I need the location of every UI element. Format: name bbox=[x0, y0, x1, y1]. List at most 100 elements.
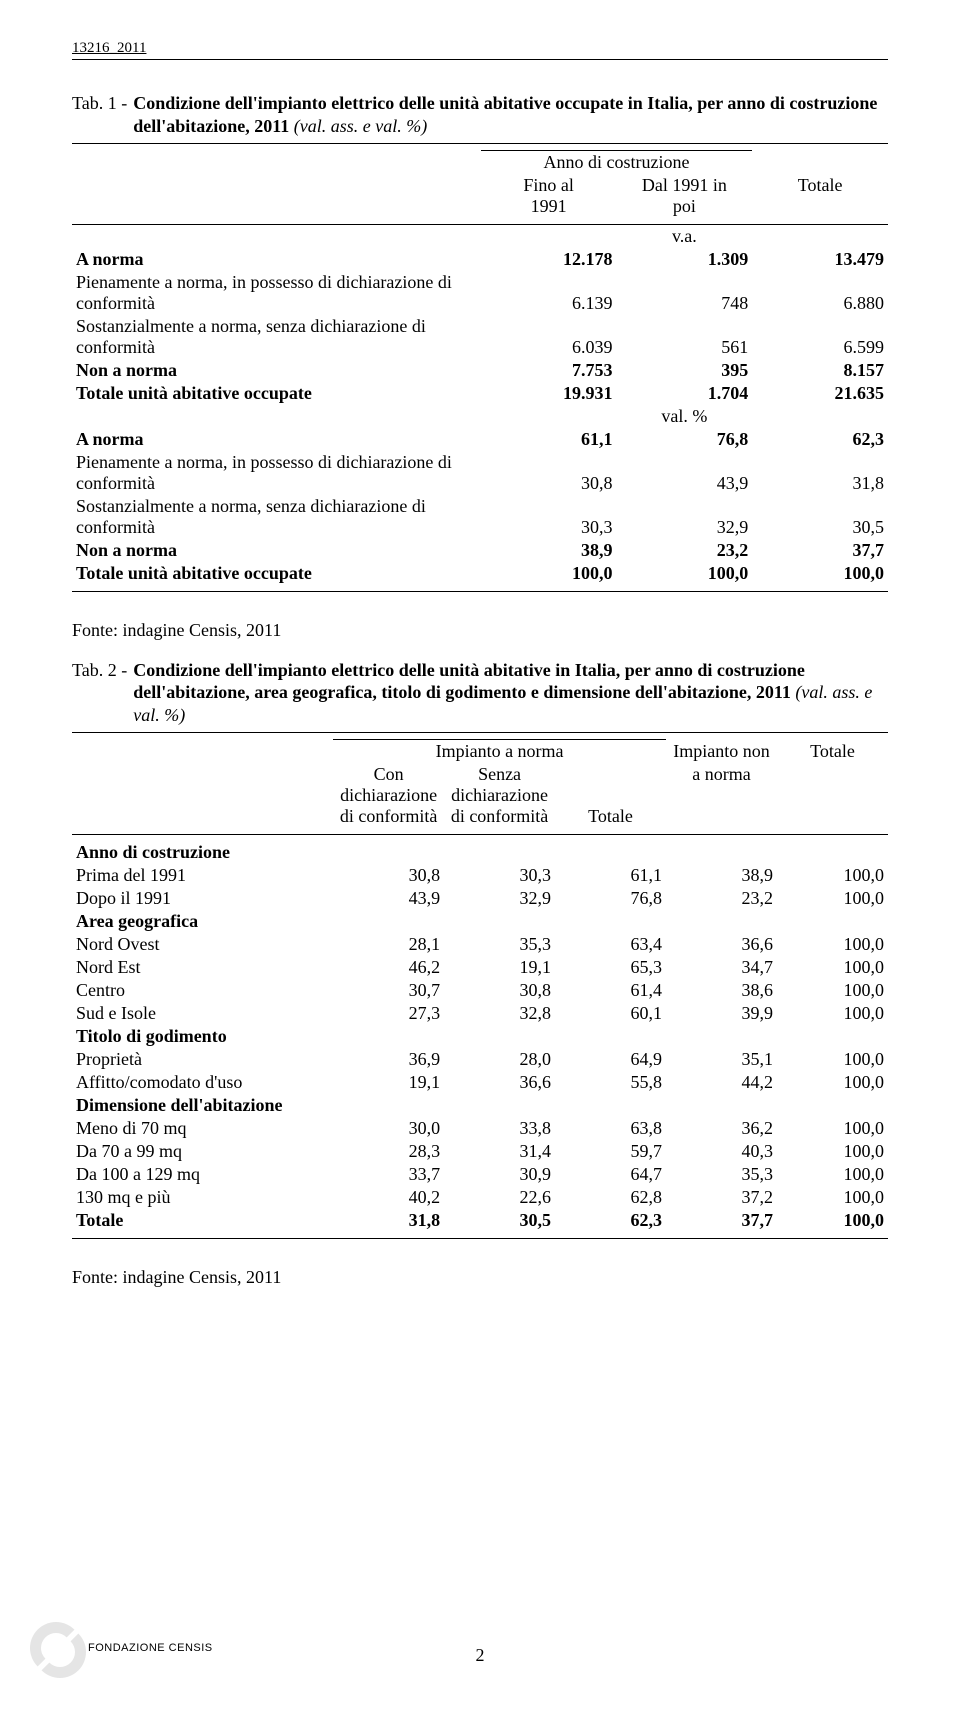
cell: 30,7 bbox=[333, 979, 444, 1002]
tab2-head-c1: Condichiarazionedi conformità bbox=[333, 763, 444, 828]
cell: 43,9 bbox=[617, 451, 753, 495]
tab1-source: Fonte: indagine Censis, 2011 bbox=[72, 620, 888, 641]
section-title-row: Dimensione dell'abitazione bbox=[72, 1094, 888, 1117]
cell: 40,3 bbox=[666, 1140, 777, 1163]
cell: 64,9 bbox=[555, 1048, 666, 1071]
cell: 62,3 bbox=[555, 1209, 666, 1232]
tab1-head-c1: Fino al1991 bbox=[481, 174, 617, 218]
cell: 39,9 bbox=[666, 1002, 777, 1025]
cell: 33,7 bbox=[333, 1163, 444, 1186]
table-row: Prima del 199130,830,361,138,9100,0 bbox=[72, 864, 888, 887]
cell: 28,3 bbox=[333, 1140, 444, 1163]
row-label: Pienamente a norma, in possesso di dichi… bbox=[72, 451, 481, 495]
cell: 38,9 bbox=[481, 539, 617, 562]
row-label: Non a norma bbox=[72, 359, 481, 382]
cell: 100,0 bbox=[777, 1048, 888, 1071]
cell: 22,6 bbox=[444, 1186, 555, 1209]
section-title-row: Area geografica bbox=[72, 910, 888, 933]
cell: 395 bbox=[617, 359, 753, 382]
cell: 27,3 bbox=[333, 1002, 444, 1025]
tab1-title-text: Condizione dell'impianto elettrico delle… bbox=[133, 92, 888, 137]
row-label: 130 mq e più bbox=[72, 1186, 333, 1209]
tab2-head-c2: Senzadichiarazionedi conformità bbox=[444, 763, 555, 828]
section-title: Dimensione dell'abitazione bbox=[72, 1094, 888, 1117]
row-label: Sostanzialmente a norma, senza dichiaraz… bbox=[72, 315, 481, 359]
cell: 61,1 bbox=[555, 864, 666, 887]
row-label: Affitto/comodato d'uso bbox=[72, 1071, 333, 1094]
cell: 100,0 bbox=[777, 1163, 888, 1186]
cell: 43,9 bbox=[333, 887, 444, 910]
table-row: Da 70 a 99 mq28,331,459,740,3100,0 bbox=[72, 1140, 888, 1163]
cell: 40,2 bbox=[333, 1186, 444, 1209]
cell: 1.704 bbox=[617, 382, 753, 405]
tab2-head-c3: Totale bbox=[555, 763, 666, 828]
table-row: Affitto/comodato d'uso19,136,655,844,210… bbox=[72, 1071, 888, 1094]
cell: 60,1 bbox=[555, 1002, 666, 1025]
row-label: A norma bbox=[72, 428, 481, 451]
cell: 35,1 bbox=[666, 1048, 777, 1071]
cell: 62,3 bbox=[752, 428, 888, 451]
cell: 19.931 bbox=[481, 382, 617, 405]
cell: 12.178 bbox=[481, 248, 617, 271]
row-label: Prima del 1991 bbox=[72, 864, 333, 887]
cell: 55,8 bbox=[555, 1071, 666, 1094]
tab2-title-text: Condizione dell'impianto elettrico delle… bbox=[133, 659, 888, 727]
table-row: Sostanzialmente a norma, senza dichiaraz… bbox=[72, 315, 888, 359]
table-row: A norma12.1781.30913.479 bbox=[72, 248, 888, 271]
table-row: Nord Ovest28,135,363,436,6100,0 bbox=[72, 933, 888, 956]
footer-brand: FONDAZIONE CENSIS bbox=[88, 1642, 213, 1654]
table-row: Pienamente a norma, in possesso di dichi… bbox=[72, 451, 888, 495]
cell: 100,0 bbox=[777, 933, 888, 956]
cell: 7.753 bbox=[481, 359, 617, 382]
cell: 30,8 bbox=[481, 451, 617, 495]
footer-logo: FONDAZIONE CENSIS bbox=[30, 1622, 213, 1674]
cell: 19,1 bbox=[333, 1071, 444, 1094]
doc-number: 13216_2011 bbox=[72, 40, 888, 57]
total-row: Totale31,830,562,337,7100,0 bbox=[72, 1209, 888, 1232]
va-label: v.a. bbox=[617, 225, 753, 248]
tab2-head-c4a: Impianto non bbox=[666, 739, 777, 763]
section-title: Anno di costruzione bbox=[72, 841, 888, 864]
row-label: Totale unità abitative occupate bbox=[72, 382, 481, 405]
top-rule bbox=[72, 59, 888, 60]
cell: 61,4 bbox=[555, 979, 666, 1002]
table-row: Totale unità abitative occupate100,0100,… bbox=[72, 562, 888, 585]
table-row: Non a norma38,923,237,7 bbox=[72, 539, 888, 562]
tab2-head-group: Impianto a norma bbox=[333, 739, 666, 763]
cell: 6.599 bbox=[752, 315, 888, 359]
rule bbox=[72, 591, 888, 592]
cell: 6.880 bbox=[752, 271, 888, 315]
cell: 561 bbox=[617, 315, 753, 359]
cell: 23,2 bbox=[617, 539, 753, 562]
cell: 38,6 bbox=[666, 979, 777, 1002]
row-label: Totale unità abitative occupate bbox=[72, 562, 481, 585]
cell: 36,6 bbox=[666, 933, 777, 956]
pct-label: val. % bbox=[617, 405, 753, 428]
row-label: Totale bbox=[72, 1209, 333, 1232]
cell: 100,0 bbox=[777, 1002, 888, 1025]
page: 13216_2011 Tab. 1 - Condizione dell'impi… bbox=[0, 0, 960, 1710]
table-row: Centro30,730,861,438,6100,0 bbox=[72, 979, 888, 1002]
cell: 100,0 bbox=[752, 562, 888, 585]
tab1-header: Anno di costruzione Fino al1991 Dal 1991… bbox=[72, 144, 888, 224]
cell: 28,0 bbox=[444, 1048, 555, 1071]
row-label: Centro bbox=[72, 979, 333, 1002]
cell: 23,2 bbox=[666, 887, 777, 910]
table-row: Sostanzialmente a norma, senza dichiaraz… bbox=[72, 495, 888, 539]
tab2-label: Tab. 2 - bbox=[72, 659, 133, 727]
tab1-head-group: Anno di costruzione bbox=[481, 150, 752, 174]
tab2-source: Fonte: indagine Censis, 2011 bbox=[72, 1267, 888, 1288]
section-title: Titolo di godimento bbox=[72, 1025, 888, 1048]
cell: 37,7 bbox=[752, 539, 888, 562]
cell: 1.309 bbox=[617, 248, 753, 271]
tab2-head-c4b: a norma bbox=[666, 763, 777, 828]
cell: 19,1 bbox=[444, 956, 555, 979]
cell: 32,8 bbox=[444, 1002, 555, 1025]
row-label: Sud e Isole bbox=[72, 1002, 333, 1025]
cell: 65,3 bbox=[555, 956, 666, 979]
cell: 748 bbox=[617, 271, 753, 315]
tab1-title-plain: Condizione dell'impianto elettrico delle… bbox=[133, 93, 877, 136]
cell: 59,7 bbox=[555, 1140, 666, 1163]
table-row: Meno di 70 mq30,033,863,836,2100,0 bbox=[72, 1117, 888, 1140]
cell: 30,5 bbox=[444, 1209, 555, 1232]
